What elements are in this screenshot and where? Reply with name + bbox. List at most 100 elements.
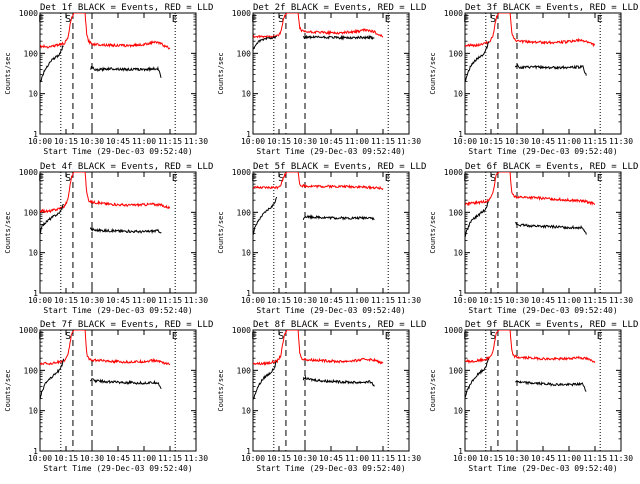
- plot-frame: [464, 12, 622, 135]
- x-tick-label: 11:00: [557, 137, 581, 146]
- y-tick-label: 100: [24, 49, 39, 58]
- y-tick-label: 100: [24, 366, 39, 375]
- x-tick-label: 10:30: [293, 454, 317, 463]
- x-tick-label: 11:30: [184, 137, 208, 146]
- plot-frame: [464, 329, 622, 452]
- event-marker-s: S: [65, 14, 71, 25]
- series-lld: [465, 172, 596, 207]
- y-tick-label: 100: [237, 49, 252, 58]
- y-axis-label: Counts/sec: [4, 211, 12, 253]
- panel-det-3: Det 3f BLACK = Events, RED = LLD 1 10 100 10…: [429, 3, 638, 156]
- panel-title: Det 9f BLACK = Events, RED = LLD: [465, 320, 638, 330]
- series-events: [40, 358, 162, 400]
- series-events: [253, 360, 375, 400]
- y-tick-label: 100: [24, 208, 39, 217]
- plot-frame: [252, 329, 410, 452]
- y-axis-label: Counts/sec: [429, 369, 437, 411]
- y-axis-label: Counts/sec: [4, 369, 12, 411]
- x-tick-label: 10:15: [54, 296, 78, 305]
- panel-det-5: Det 5f BLACK = Events, RED = LLD 1 10 100 10…: [217, 162, 426, 315]
- series-lld: [40, 172, 171, 214]
- y-tick-label: 10: [453, 407, 463, 416]
- x-tick-label: 10:00: [28, 454, 52, 463]
- panel-title: Det 4f BLACK = Events, RED = LLD: [40, 162, 213, 172]
- x-tick-label: 10:30: [293, 296, 317, 305]
- y-tick-label: 1: [33, 130, 38, 139]
- y-tick-label: 10: [241, 249, 251, 258]
- x-tick-label: 11:00: [132, 454, 156, 463]
- panel-title: Det 6f BLACK = Events, RED = LLD: [465, 162, 638, 172]
- plot-frame: [39, 329, 197, 452]
- x-tick-label: 11:00: [345, 454, 369, 463]
- panel-det-7: Det 7f BLACK = Events, RED = LLD 1 10 100 10…: [4, 320, 213, 473]
- event-marker-e: E: [172, 173, 178, 184]
- event-marker-e: E: [463, 331, 469, 342]
- x-tick-label: 10:15: [54, 137, 78, 146]
- y-tick-label: 1000: [19, 168, 38, 177]
- event-marker-e: E: [597, 331, 603, 342]
- x-axis-label: Start Time (29-Dec-03 09:52:40): [43, 306, 192, 315]
- x-tick-label: 10:15: [267, 137, 291, 146]
- x-tick-label: 10:15: [267, 296, 291, 305]
- x-tick-label: 11:30: [184, 454, 208, 463]
- x-tick-label: 10:45: [531, 137, 555, 146]
- x-tick-label: 11:15: [583, 137, 607, 146]
- x-tick-label: 10:30: [293, 137, 317, 146]
- event-marker-e: E: [38, 173, 44, 184]
- panel-det-4: Det 4f BLACK = Events, RED = LLD 1 10 100 10…: [4, 162, 213, 315]
- y-axis-label: Counts/sec: [4, 52, 12, 94]
- y-tick-label: 1000: [19, 9, 38, 18]
- x-tick-label: 11:15: [583, 454, 607, 463]
- x-tick-label: 10:30: [505, 454, 529, 463]
- x-tick-label: 11:30: [397, 137, 421, 146]
- x-axis-label: Start Time (29-Dec-03 09:52:40): [468, 147, 617, 156]
- x-tick-label: 10:15: [479, 296, 503, 305]
- y-tick-label: 1000: [232, 168, 251, 177]
- x-tick-label: 10:00: [453, 296, 477, 305]
- x-tick-label: 10:15: [267, 454, 291, 463]
- x-tick-label: 11:00: [345, 137, 369, 146]
- x-tick-label: 10:15: [479, 454, 503, 463]
- x-tick-label: 10:45: [319, 296, 343, 305]
- x-tick-label: 11:15: [158, 454, 182, 463]
- y-axis-label: Counts/sec: [429, 211, 437, 253]
- y-tick-label: 1000: [19, 326, 38, 335]
- x-tick-label: 10:45: [106, 296, 130, 305]
- event-marker-s: S: [65, 331, 71, 342]
- panel-title: Det 1f BLACK = Events, RED = LLD: [40, 3, 213, 13]
- event-marker-s: S: [278, 173, 284, 184]
- event-marker-e: E: [251, 331, 257, 342]
- x-tick-label: 10:15: [479, 137, 503, 146]
- x-axis-label: Start Time (29-Dec-03 09:52:40): [256, 147, 405, 156]
- x-tick-label: 11:30: [184, 296, 208, 305]
- y-tick-label: 10: [28, 90, 38, 99]
- y-tick-label: 1: [33, 447, 38, 456]
- x-tick-label: 11:15: [371, 454, 395, 463]
- x-tick-label: 10:15: [54, 454, 78, 463]
- event-marker-e: E: [597, 173, 603, 184]
- x-tick-label: 11:15: [371, 137, 395, 146]
- y-tick-label: 1000: [232, 9, 251, 18]
- x-tick-label: 10:30: [80, 137, 104, 146]
- y-tick-label: 100: [449, 208, 464, 217]
- y-tick-label: 1: [246, 289, 251, 298]
- x-tick-label: 10:45: [531, 454, 555, 463]
- x-axis-label: Start Time (29-Dec-03 09:52:40): [468, 464, 617, 473]
- series-events: [40, 45, 162, 83]
- y-axis-label: Counts/sec: [217, 369, 225, 411]
- x-tick-label: 10:45: [531, 296, 555, 305]
- event-marker-s: S: [490, 14, 496, 25]
- x-axis-label: Start Time (29-Dec-03 09:52:40): [256, 464, 405, 473]
- panel-title: Det 3f BLACK = Events, RED = LLD: [465, 3, 638, 13]
- event-marker-s: S: [65, 173, 71, 184]
- x-tick-label: 11:30: [609, 137, 633, 146]
- panel-det-1: Det 1f BLACK = Events, RED = LLD 1 10 100 10…: [4, 3, 213, 156]
- x-tick-label: 11:30: [609, 454, 633, 463]
- x-tick-label: 11:15: [371, 296, 395, 305]
- y-axis-label: Counts/sec: [217, 211, 225, 253]
- series-lld: [465, 13, 596, 48]
- panel-title: Det 2f BLACK = Events, RED = LLD: [253, 3, 426, 13]
- plot-frame: [39, 171, 197, 294]
